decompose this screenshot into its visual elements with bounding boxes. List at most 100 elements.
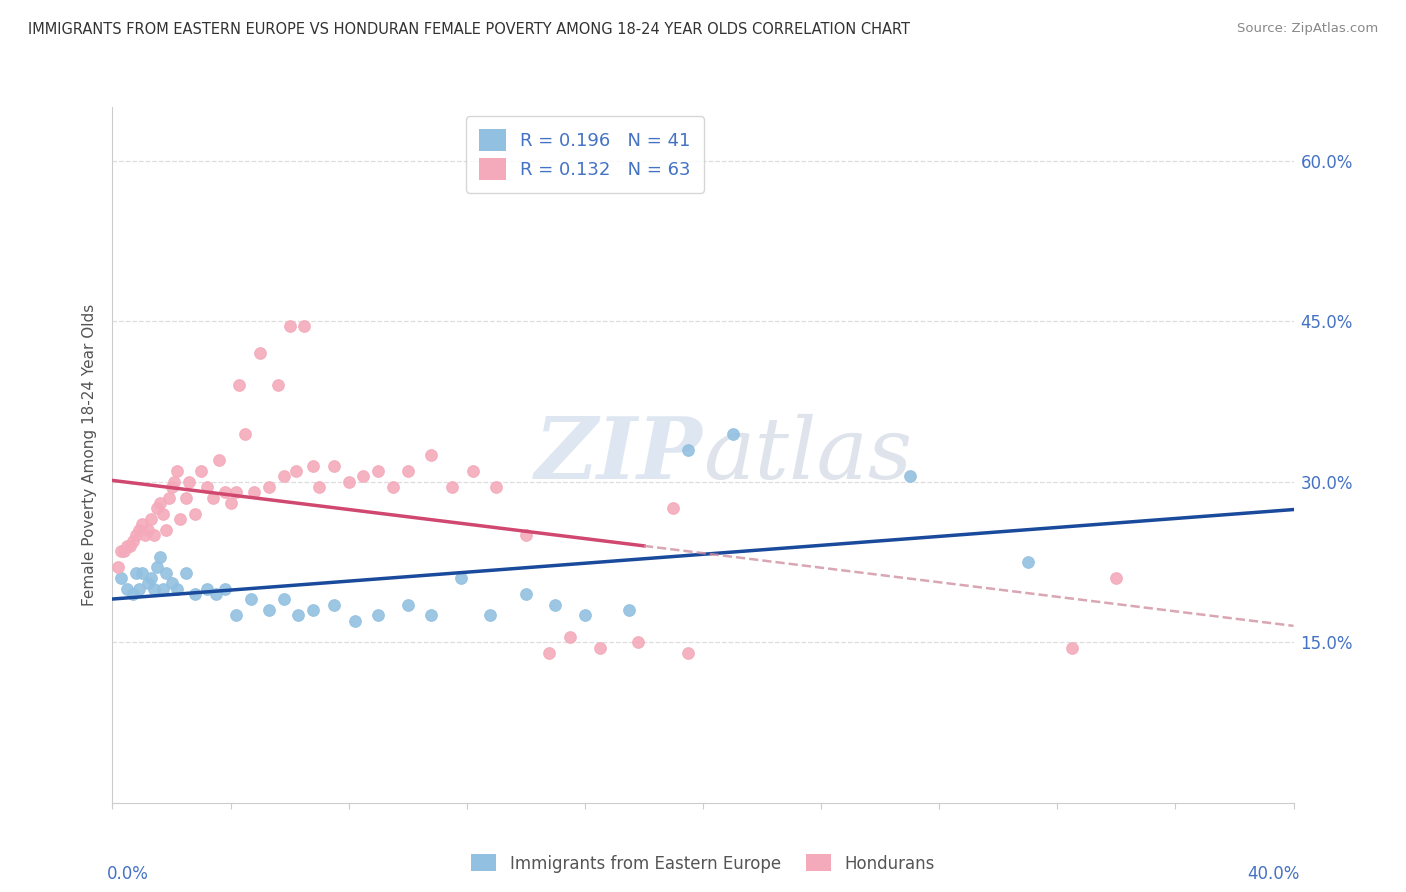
- Point: [619, 603, 641, 617]
- Point: [278, 319, 301, 334]
- Point: [574, 608, 596, 623]
- Point: [125, 566, 148, 580]
- Point: [225, 485, 247, 500]
- Point: [420, 448, 443, 462]
- Point: [201, 491, 224, 505]
- Point: [627, 635, 650, 649]
- Point: [302, 603, 325, 617]
- Point: [662, 501, 685, 516]
- Point: [367, 464, 389, 478]
- Point: [146, 560, 169, 574]
- Point: [128, 523, 150, 537]
- Point: [149, 549, 172, 564]
- Point: [205, 587, 228, 601]
- Point: [184, 587, 207, 601]
- Point: [1062, 640, 1084, 655]
- Point: [190, 464, 212, 478]
- Point: [174, 491, 197, 505]
- Legend: Immigrants from Eastern Europe, Hondurans: Immigrants from Eastern Europe, Honduran…: [465, 847, 941, 880]
- Point: [136, 523, 159, 537]
- Point: [273, 469, 295, 483]
- Point: [131, 566, 153, 580]
- Point: [292, 319, 315, 334]
- Point: [273, 592, 295, 607]
- Point: [166, 582, 188, 596]
- Point: [588, 640, 610, 655]
- Point: [128, 582, 150, 596]
- Point: [396, 598, 419, 612]
- Point: [179, 475, 201, 489]
- Point: [122, 587, 145, 601]
- Point: [139, 512, 162, 526]
- Point: [461, 464, 484, 478]
- Point: [152, 582, 174, 596]
- Point: [323, 458, 346, 473]
- Point: [233, 426, 256, 441]
- Point: [160, 480, 183, 494]
- Point: [157, 491, 180, 505]
- Point: [169, 512, 191, 526]
- Point: [515, 528, 537, 542]
- Point: [152, 507, 174, 521]
- Point: [308, 480, 330, 494]
- Point: [195, 582, 218, 596]
- Point: [149, 496, 172, 510]
- Point: [1017, 555, 1039, 569]
- Point: [228, 378, 250, 392]
- Point: [214, 582, 236, 596]
- Point: [479, 608, 502, 623]
- Point: [174, 566, 197, 580]
- Point: [343, 614, 366, 628]
- Point: [302, 458, 325, 473]
- Point: [139, 571, 162, 585]
- Point: [515, 587, 537, 601]
- Y-axis label: Female Poverty Among 18-24 Year Olds: Female Poverty Among 18-24 Year Olds: [82, 304, 97, 606]
- Point: [558, 630, 582, 644]
- Point: [136, 576, 159, 591]
- Text: atlas: atlas: [703, 414, 912, 496]
- Point: [240, 592, 263, 607]
- Point: [267, 378, 290, 392]
- Legend: R = 0.196   N = 41, R = 0.132   N = 63: R = 0.196 N = 41, R = 0.132 N = 63: [467, 116, 703, 193]
- Point: [117, 539, 138, 553]
- Point: [382, 480, 405, 494]
- Point: [284, 464, 307, 478]
- Point: [396, 464, 419, 478]
- Point: [112, 544, 135, 558]
- Point: [287, 608, 309, 623]
- Point: [163, 475, 186, 489]
- Point: [208, 453, 231, 467]
- Point: [122, 533, 145, 548]
- Point: [721, 426, 744, 441]
- Point: [485, 480, 508, 494]
- Point: [225, 608, 247, 623]
- Point: [441, 480, 464, 494]
- Text: 40.0%: 40.0%: [1247, 865, 1299, 883]
- Point: [219, 496, 242, 510]
- Point: [420, 608, 443, 623]
- Point: [155, 566, 177, 580]
- Point: [195, 480, 218, 494]
- Point: [678, 646, 700, 660]
- Point: [117, 582, 138, 596]
- Text: IMMIGRANTS FROM EASTERN EUROPE VS HONDURAN FEMALE POVERTY AMONG 18-24 YEAR OLDS : IMMIGRANTS FROM EASTERN EUROPE VS HONDUR…: [28, 22, 910, 37]
- Point: [142, 582, 165, 596]
- Point: [898, 469, 921, 483]
- Point: [323, 598, 346, 612]
- Point: [110, 571, 132, 585]
- Text: ZIP: ZIP: [536, 413, 703, 497]
- Point: [367, 608, 389, 623]
- Text: Source: ZipAtlas.com: Source: ZipAtlas.com: [1237, 22, 1378, 36]
- Point: [450, 571, 472, 585]
- Point: [142, 528, 165, 542]
- Point: [538, 646, 561, 660]
- Point: [544, 598, 567, 612]
- Point: [125, 528, 148, 542]
- Point: [678, 442, 700, 457]
- Point: [337, 475, 360, 489]
- Point: [166, 464, 188, 478]
- Point: [146, 501, 169, 516]
- Point: [131, 517, 153, 532]
- Point: [110, 544, 132, 558]
- Point: [352, 469, 374, 483]
